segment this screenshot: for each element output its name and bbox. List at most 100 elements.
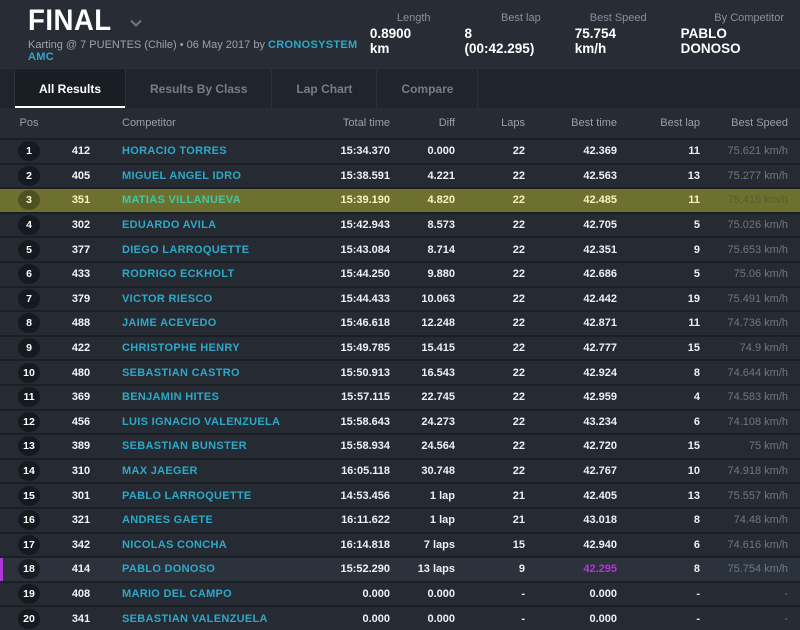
table-row[interactable]: 4 302 EDUARDO AVILA 15:42.943 8.573 22 4… — [0, 213, 800, 237]
diff-value: 4.221 — [427, 169, 455, 182]
best-time-value: 0.000 — [589, 587, 617, 600]
table-row[interactable]: 12 456 LUIS IGNACIO VALENZUELA 15:58.643… — [0, 410, 800, 434]
competitor-link[interactable]: ANDRES GAETE — [122, 514, 213, 527]
table-row[interactable]: 8 488 JAIME ACEVEDO 15:46.618 12.248 22 … — [0, 312, 800, 335]
best-lap-value: 5 — [693, 268, 700, 281]
position-badge: 11 — [18, 387, 40, 408]
table-row[interactable]: 14 310 MAX JAEGER 16:05.118 30.748 22 42… — [0, 459, 800, 483]
competitor-link[interactable]: SEBASTIAN CASTRO — [122, 366, 240, 379]
column-header-competitor[interactable]: Competitor — [122, 117, 176, 129]
kart-number: 341 — [71, 612, 91, 625]
competitor-link[interactable]: SEBASTIAN VALENZUELA — [122, 612, 268, 625]
table-row[interactable]: 11 369 BENJAMIN HITES 15:57.115 22.745 2… — [0, 385, 800, 409]
best-speed-value: 74.736 km/h — [727, 317, 788, 330]
competitor-link[interactable]: DIEGO LARROQUETTE — [122, 243, 250, 256]
total-time-value: 0.000 — [362, 612, 390, 625]
laps-value: 22 — [512, 169, 525, 182]
tab-lap-chart[interactable]: Lap Chart — [272, 69, 378, 108]
tab-results-by-class[interactable]: Results By Class — [126, 69, 273, 108]
session-title[interactable]: FINAL — [28, 4, 112, 38]
best-speed-value: - — [784, 587, 788, 600]
table-row[interactable]: 5 377 DIEGO LARROQUETTE 15:43.084 8.714 … — [0, 238, 800, 261]
competitor-link[interactable]: PABLO DONOSO — [122, 563, 216, 576]
table-row[interactable]: 3 351 MATIAS VILLANUEVA 15:39.190 4.820 … — [0, 189, 800, 212]
laps-value: 22 — [512, 391, 525, 404]
stat-best-lap: Best lap 8 (00:42.295) — [465, 12, 541, 56]
total-time-value: 15:44.250 — [340, 268, 390, 281]
best-speed-value: 74.644 km/h — [727, 366, 788, 379]
best-time-value: 42.940 — [583, 538, 617, 551]
position-badge: 3 — [18, 190, 40, 211]
column-header-pos[interactable]: Pos — [19, 117, 39, 129]
competitor-link[interactable]: PABLO LARROQUETTE — [122, 489, 252, 502]
organizer-link[interactable]: CRONOSYSTEM AMC — [28, 38, 358, 63]
chevron-down-icon[interactable] — [129, 16, 143, 30]
kart-number: 310 — [71, 465, 91, 478]
best-lap-value: 11 — [688, 145, 700, 158]
column-header-total-time[interactable]: Total time — [342, 117, 390, 129]
best-time-value: 42.351 — [583, 243, 617, 256]
competitor-link[interactable]: SEBASTIAN BUNSTER — [122, 440, 247, 453]
total-time-value: 15:58.934 — [340, 440, 390, 453]
best-speed-value: 75.653 km/h — [727, 243, 788, 256]
position-badge: 19 — [18, 583, 40, 604]
best-lap-value: 19 — [687, 292, 700, 305]
tab-all-results[interactable]: All Results — [14, 69, 127, 108]
diff-value: 10.063 — [421, 292, 455, 305]
competitor-link[interactable]: RODRIGO ECKHOLT — [122, 268, 235, 281]
table-row[interactable]: 1 412 HORACIO TORRES 15:34.370 0.000 22 … — [0, 140, 800, 163]
table-row[interactable]: 16 321 ANDRES GAETE 16:11.622 1 lap 21 4… — [0, 508, 800, 532]
table-row[interactable]: 15 301 PABLO LARROQUETTE 14:53.456 1 lap… — [0, 484, 800, 507]
competitor-link[interactable]: BENJAMIN HITES — [122, 391, 220, 404]
laps-value: 22 — [512, 292, 525, 305]
column-header-best-lap[interactable]: Best lap — [660, 117, 700, 129]
column-header-best-time[interactable]: Best time — [571, 117, 617, 129]
best-speed-value: 75.026 km/h — [727, 219, 788, 232]
kart-number: 342 — [71, 538, 91, 551]
laps-value: 22 — [512, 440, 525, 453]
competitor-link[interactable]: CHRISTOPHE HENRY — [122, 342, 240, 355]
best-speed-value: 74.9 km/h — [739, 342, 788, 355]
competitor-link[interactable]: JAIME ACEVEDO — [122, 317, 217, 330]
table-row[interactable]: 19 408 MARIO DEL CAMPO 0.000 0.000 - 0.0… — [0, 582, 800, 606]
table-row[interactable]: 13 389 SEBASTIAN BUNSTER 15:58.934 24.56… — [0, 435, 800, 458]
competitor-link[interactable]: NICOLAS CONCHA — [122, 538, 228, 551]
laps-value: 21 — [512, 489, 525, 502]
column-header-diff[interactable]: Diff — [438, 117, 455, 129]
position-badge: 13 — [18, 436, 40, 457]
laps-value: 22 — [512, 145, 525, 158]
table-row[interactable]: 17 342 NICOLAS CONCHA 16:14.818 7 laps 1… — [0, 533, 800, 557]
table-row[interactable]: 10 480 SEBASTIAN CASTRO 15:50.913 16.543… — [0, 361, 800, 384]
best-lap-value: 11 — [688, 317, 700, 330]
tab-compare[interactable]: Compare — [377, 69, 479, 108]
table-row[interactable]: 18 414 PABLO DONOSO 15:52.290 13 laps 9 … — [0, 558, 800, 581]
column-header-laps[interactable]: Laps — [501, 117, 525, 129]
diff-value: 13 laps — [417, 563, 455, 576]
best-speed-value: 75.557 km/h — [727, 489, 788, 502]
competitor-link[interactable]: HORACIO TORRES — [122, 145, 227, 158]
best-time-value: 42.405 — [583, 489, 617, 502]
best-time-value: 42.777 — [583, 342, 617, 355]
competitor-link[interactable]: MARIO DEL CAMPO — [122, 587, 233, 600]
table-row[interactable]: 7 379 VICTOR RIESCO 15:44.433 10.063 22 … — [0, 287, 800, 311]
table-row[interactable]: 20 341 SEBASTIAN VALENZUELA 0.000 0.000 … — [0, 607, 800, 630]
competitor-link[interactable]: MATIAS VILLANUEVA — [122, 194, 241, 207]
competitor-link[interactable]: LUIS IGNACIO VALENZUELA — [122, 415, 281, 428]
table-row[interactable]: 6 433 RODRIGO ECKHOLT 15:44.250 9.880 22… — [0, 262, 800, 286]
table-row[interactable]: 9 422 CHRISTOPHE HENRY 15:49.785 15.415 … — [0, 336, 800, 360]
competitor-link[interactable]: EDUARDO AVILA — [122, 219, 217, 232]
best-lap-value: 10 — [687, 465, 700, 478]
best-speed-value: 75.415 km/h — [727, 194, 788, 207]
position-badge: 8 — [18, 313, 40, 334]
best-time-value: 42.767 — [583, 465, 617, 478]
best-speed-value: 75.06 km/h — [733, 268, 788, 281]
table-row[interactable]: 2 405 MIGUEL ANGEL IDRO 15:38.591 4.221 … — [0, 164, 800, 188]
kart-number: 351 — [71, 194, 91, 207]
column-header-best-speed[interactable]: Best Speed — [731, 117, 788, 129]
competitor-link[interactable]: VICTOR RIESCO — [122, 292, 213, 305]
stat-length: Length 0.8900 km — [370, 12, 431, 56]
competitor-link[interactable]: MAX JAEGER — [122, 465, 198, 478]
competitor-link[interactable]: MIGUEL ANGEL IDRO — [122, 169, 242, 182]
total-time-value: 16:11.622 — [341, 514, 390, 527]
best-speed-value: 75.277 km/h — [727, 169, 788, 182]
